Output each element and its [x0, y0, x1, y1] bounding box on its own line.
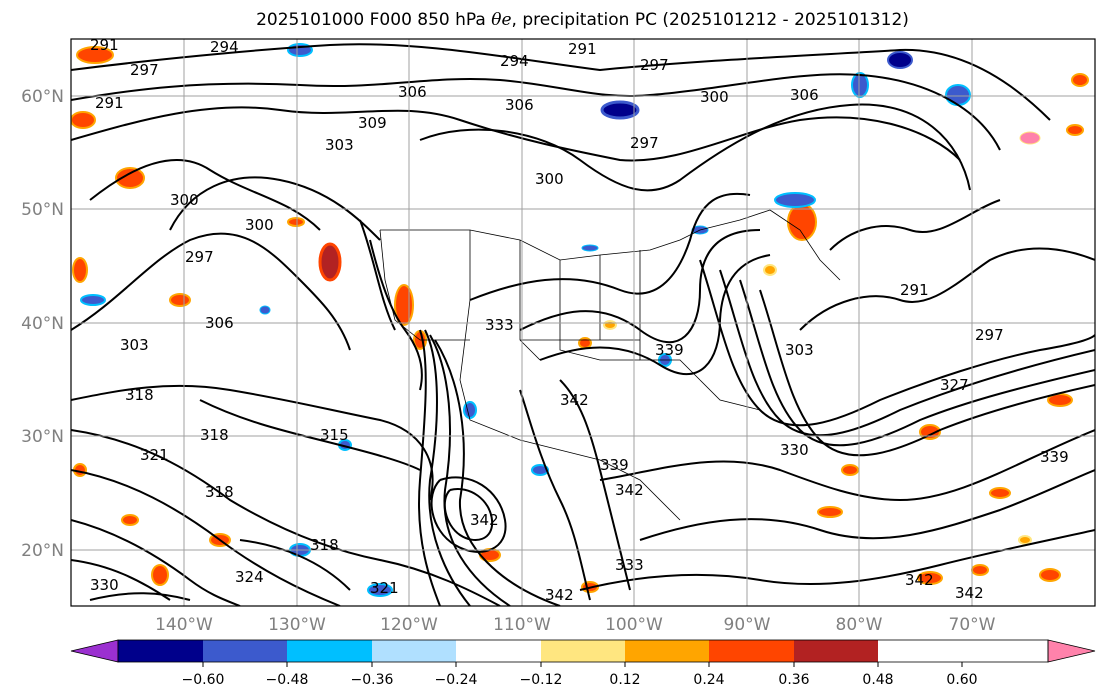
colorbar-tick-label: 0.36: [778, 672, 809, 688]
contour-label: 306: [205, 314, 234, 332]
contour-label: 294: [500, 52, 529, 70]
contour-label: 318: [310, 536, 339, 554]
contour-label: 300: [535, 170, 564, 188]
contour-label: 318: [125, 386, 154, 404]
colorbar-tick-label: −0.60: [182, 672, 225, 688]
contour-label: 300: [245, 216, 274, 234]
contour-label: 321: [140, 446, 169, 464]
lat-tick-label: 50°N: [21, 200, 64, 220]
contour-label: 339: [600, 456, 629, 474]
map-panel: 294 297 291 294 297 306 300 306 297 309 …: [71, 36, 1095, 606]
contour-label: 342: [905, 571, 934, 589]
contour-label: 297: [975, 326, 1004, 344]
latitude-tick-labels: 20°N 30°N 40°N 50°N 60°N: [21, 87, 64, 561]
lon-tick-label: 130°W: [268, 615, 326, 635]
colorbar-tick-label: 0.12: [609, 672, 640, 688]
contour-label: 318: [205, 483, 234, 501]
contour-label: 321: [370, 579, 399, 597]
colorbar-swatch: [709, 640, 794, 662]
colorbar-swatch: [794, 640, 878, 662]
map-frame: [70, 38, 1096, 607]
colorbar-swatch: [372, 640, 456, 662]
theta-e-contours: [71, 43, 1095, 606]
lat-tick-label: 20°N: [21, 541, 64, 561]
contour-label: 342: [560, 391, 589, 409]
lon-tick-label: 70°W: [949, 615, 996, 635]
contour-label: 297: [630, 134, 659, 152]
colorbar-swatch: [625, 640, 709, 662]
contour-label: 315: [320, 426, 349, 444]
lat-tick-label: 60°N: [21, 87, 64, 107]
contour-label: 327: [940, 376, 969, 394]
map-title: 2025101000 F000 850 hPa θe, precipitatio…: [256, 10, 909, 30]
colorbar-swatch: [203, 640, 287, 662]
contour-label: 333: [485, 316, 514, 334]
colorbar-frame: [117, 639, 1049, 663]
contour-label: 291: [95, 94, 124, 112]
contour-label: 300: [700, 88, 729, 106]
contour-label: 333: [615, 556, 644, 574]
contour-label: 294: [210, 38, 239, 56]
colorbar-extend-low: [70, 639, 119, 663]
contour-label: 291: [568, 40, 597, 58]
lon-tick-label: 90°W: [724, 615, 771, 635]
lon-tick-label: 110°W: [493, 615, 551, 635]
colorbar-tick-label: 0.60: [946, 672, 977, 688]
contour-label: 309: [358, 114, 387, 132]
contour-label: 291: [90, 36, 119, 54]
contour-label: 339: [1040, 448, 1069, 466]
coastlines-and-borders: [379, 209, 841, 521]
contour-label: 297: [130, 61, 159, 79]
contour-label: 342: [545, 586, 574, 604]
contour-label: 303: [785, 341, 814, 359]
contour-label: 303: [120, 336, 149, 354]
contour-label: 303: [325, 136, 354, 154]
lat-lon-grid: [71, 39, 1095, 606]
colorbar-tick-label: −0.12: [520, 672, 563, 688]
lon-tick-label: 100°W: [605, 615, 663, 635]
colorbar: −0.60 −0.48 −0.36 −0.24 −0.12 0.12 0.24 0.36 0.4…: [70, 639, 1096, 688]
contour-label: 306: [505, 96, 534, 114]
colorbar-tick-label: −0.24: [435, 672, 478, 688]
colorbar-swatch: [456, 640, 541, 662]
colorbar-tick-label: −0.36: [351, 672, 394, 688]
lat-tick-label: 40°N: [21, 314, 64, 334]
contour-label: 306: [398, 83, 427, 101]
contour-label: 342: [470, 511, 499, 529]
colorbar-swatch: [118, 640, 203, 662]
lat-tick-label: 30°N: [21, 427, 64, 447]
colorbar-tick-label: 0.24: [693, 672, 724, 688]
colorbar-tick-label: 0.48: [862, 672, 893, 688]
colorbar-tick-label: −0.48: [266, 672, 309, 688]
precipitation-shading: [71, 43, 1089, 597]
contour-label: 318: [200, 426, 229, 444]
colorbar-swatch: [287, 640, 372, 662]
contour-label: 300: [170, 191, 199, 209]
contour-label: 342: [615, 481, 644, 499]
contour-label: 339: [655, 341, 684, 359]
contour-label: 291: [900, 281, 929, 299]
contour-label: 342: [955, 584, 984, 602]
lon-tick-label: 140°W: [155, 615, 213, 635]
longitude-tick-labels: 140°W 130°W 120°W 110°W 100°W 90°W 80°W …: [155, 615, 996, 635]
lon-tick-label: 80°W: [836, 615, 883, 635]
contour-label: 330: [780, 441, 809, 459]
contour-label: 297: [185, 248, 214, 266]
colorbar-extend-high: [1047, 639, 1096, 663]
contour-label: 324: [235, 568, 264, 586]
contour-labels: 294 297 291 294 297 306 300 306 297 309 …: [90, 36, 1069, 604]
colorbar-swatch: [541, 640, 625, 662]
lon-tick-label: 120°W: [380, 615, 438, 635]
contour-label: 297: [640, 56, 669, 74]
contour-label: 330: [90, 576, 119, 594]
contour-label: 306: [790, 86, 819, 104]
